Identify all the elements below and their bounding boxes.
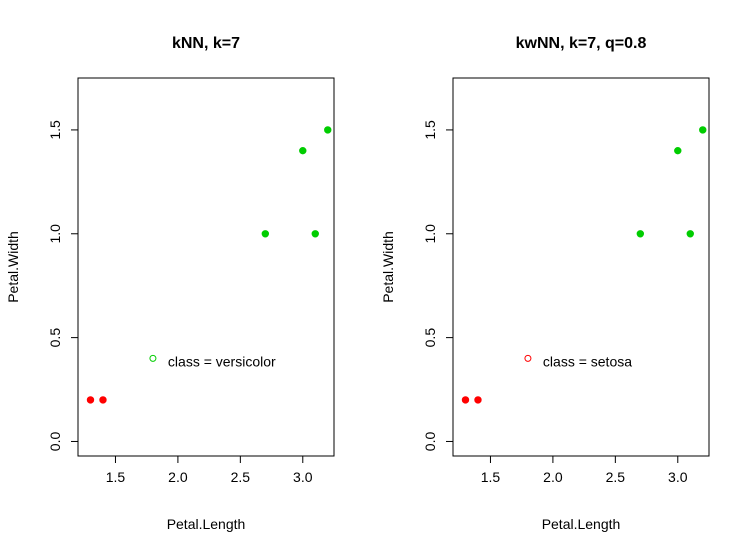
data-point bbox=[99, 396, 107, 404]
y-tick-label: 1.0 bbox=[422, 224, 438, 244]
plot-frame bbox=[452, 77, 710, 457]
y-tick-label: 1.5 bbox=[47, 120, 63, 140]
x-tick-label: 2.0 bbox=[168, 469, 188, 485]
data-point bbox=[461, 396, 470, 404]
y-tick-label: 0.0 bbox=[47, 432, 63, 452]
data-point bbox=[699, 126, 707, 134]
query-point bbox=[149, 354, 157, 362]
data-point bbox=[324, 126, 332, 134]
data-point bbox=[261, 230, 270, 238]
chart-panel-kwnn: kwNN, k=7, q=0.8 1.5 2.0 2.5 3.0 0.0 0.5 1.0 1.5… bbox=[380, 35, 710, 532]
x-tick-label: 2.0 bbox=[543, 469, 563, 485]
y-tick-label: 0.5 bbox=[47, 328, 63, 348]
x-tick-label: 2.5 bbox=[606, 469, 626, 485]
y-tick-label: 1.5 bbox=[422, 120, 438, 140]
y-axis-label: Petal.Width bbox=[5, 231, 21, 303]
plot-frame bbox=[77, 77, 335, 457]
chart-panel-knn: kNN, k=7 1.5 2.0 2.5 3.0 0.0 0.5 1.0 1.5 Petal.Le… bbox=[5, 35, 335, 532]
y-tick-label: 1.0 bbox=[47, 224, 63, 244]
query-point bbox=[524, 354, 532, 362]
x-tick-label: 1.5 bbox=[481, 469, 501, 485]
class-annotation: class = setosa bbox=[543, 353, 632, 369]
data-point bbox=[474, 396, 482, 404]
x-tick-label: 3.0 bbox=[293, 469, 313, 485]
x-tick-label: 1.5 bbox=[106, 469, 126, 485]
x-tick-label: 2.5 bbox=[231, 469, 251, 485]
y-tick-label: 0.0 bbox=[422, 432, 438, 452]
x-axis-label: Petal.Length bbox=[167, 516, 246, 532]
data-point bbox=[311, 230, 319, 238]
data-point bbox=[686, 230, 694, 238]
chart-title: kwNN, k=7, q=0.8 bbox=[516, 35, 647, 52]
data-point bbox=[636, 230, 645, 238]
chart-title: kNN, k=7 bbox=[172, 35, 240, 52]
data-point bbox=[86, 396, 95, 404]
x-axis-label: Petal.Length bbox=[542, 516, 621, 532]
y-axis-label: Petal.Width bbox=[380, 231, 396, 303]
x-tick-label: 3.0 bbox=[668, 469, 688, 485]
class-annotation: class = versicolor bbox=[168, 353, 276, 369]
data-point bbox=[299, 146, 307, 155]
y-tick-label: 0.5 bbox=[422, 328, 438, 348]
data-point bbox=[674, 146, 682, 155]
